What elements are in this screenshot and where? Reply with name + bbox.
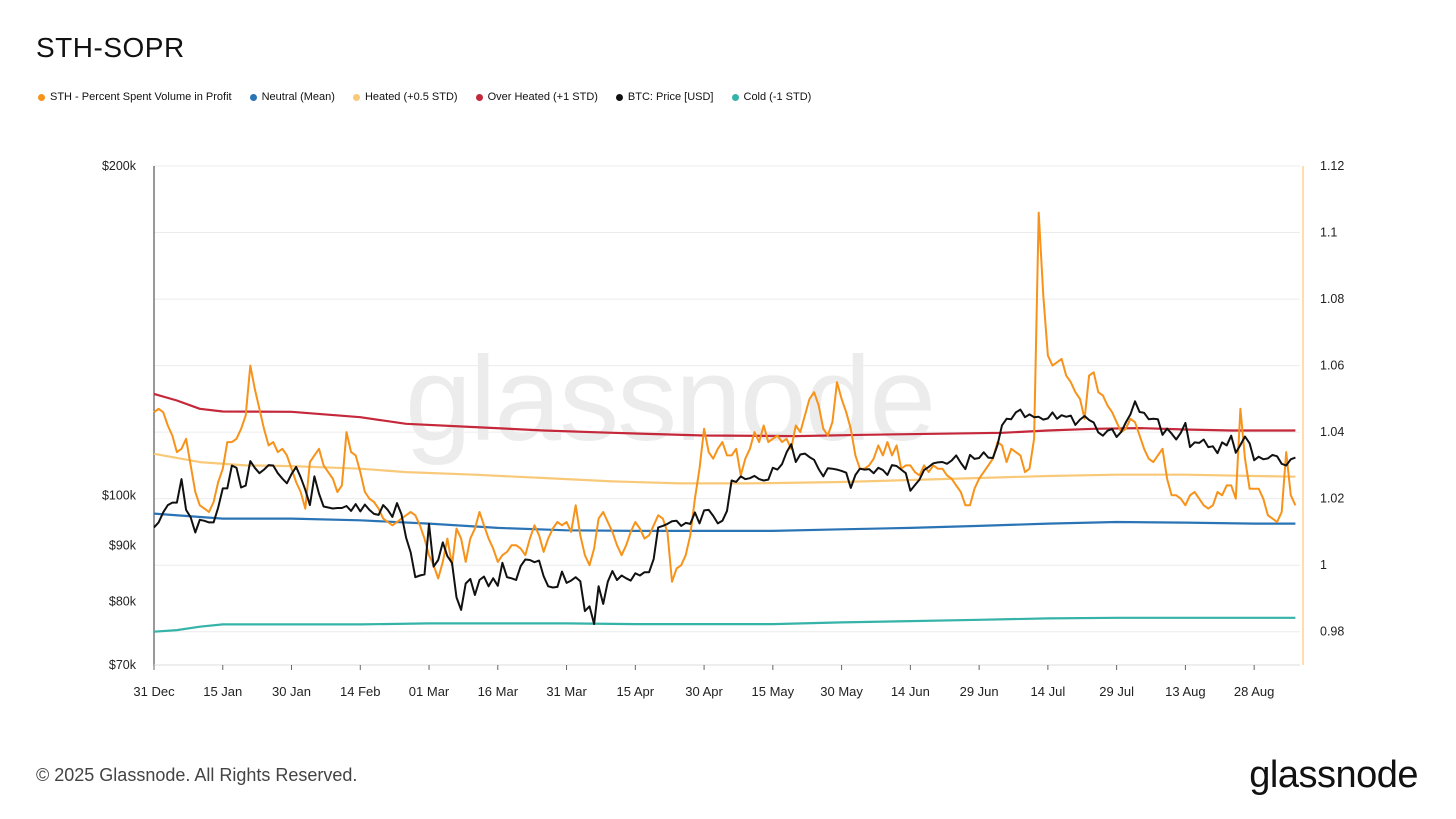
legend-item[interactable]: Cold (-1 STD) — [731, 91, 812, 103]
right-tick-label: 0.98 — [1320, 625, 1344, 639]
copyright-footer: © 2025 Glassnode. All Rights Reserved. — [36, 765, 358, 785]
legend-label: BTC: Price [USD] — [627, 91, 714, 103]
left-tick-label: $200k — [102, 159, 137, 173]
legend-item[interactable]: Neutral (Mean) — [249, 91, 335, 103]
x-tick-label: 31 Dec — [133, 684, 175, 699]
right-tick-label: 1 — [1320, 558, 1327, 572]
legend-item[interactable]: Heated (+0.5 STD) — [352, 91, 458, 103]
x-tick-label: 15 May — [752, 684, 795, 699]
x-tick-label: 14 Jul — [1031, 684, 1066, 699]
x-tick-label: 29 Jul — [1099, 684, 1134, 699]
x-tick-label: 15 Apr — [617, 684, 655, 699]
x-tick-label: 14 Feb — [340, 684, 380, 699]
legend-dot-icon — [38, 93, 45, 101]
left-tick-label: $70k — [109, 658, 137, 672]
glassnode-logo: glassnode — [1249, 754, 1418, 796]
legend-item[interactable]: Over Heated (+1 STD) — [475, 91, 598, 103]
legend: STH - Percent Spent Volume in Profit Neut… — [38, 91, 811, 103]
chart-title: STH-SOPR — [36, 32, 185, 63]
x-tick-label: 29 Jun — [960, 684, 999, 699]
x-tick-label: 15 Jan — [203, 684, 242, 699]
legend-dot-icon — [475, 93, 483, 101]
legend-dot-icon — [352, 93, 360, 101]
right-tick-label: 1.08 — [1320, 292, 1344, 306]
x-tick-label: 30 May — [820, 684, 863, 699]
legend-dot-icon — [731, 93, 739, 101]
x-tick-label: 16 Mar — [478, 684, 519, 699]
series-line — [153, 512, 1296, 532]
legend-item[interactable]: BTC: Price [USD] — [615, 91, 714, 103]
right-tick-label: 1.06 — [1320, 359, 1344, 373]
right-tick-label: 1.1 — [1320, 226, 1337, 240]
right-tick-label: 1.04 — [1320, 425, 1344, 439]
legend-label: Neutral (Mean) — [261, 91, 335, 103]
legend-dot-icon — [615, 93, 623, 101]
x-tick-label: 13 Aug — [1165, 684, 1206, 699]
right-tick-label: 1.02 — [1320, 492, 1344, 506]
legend-dot-icon — [249, 93, 257, 101]
legend-label: Heated (+0.5 STD) — [364, 91, 458, 103]
legend-label: Cold (-1 STD) — [743, 91, 812, 103]
series-line — [153, 211, 1297, 583]
series-line — [153, 616, 1296, 633]
x-tick-label: 31 Mar — [546, 684, 587, 699]
legend-label: Over Heated (+1 STD) — [487, 91, 598, 103]
x-tick-label: 01 Mar — [409, 684, 450, 699]
left-tick-label: $80k — [109, 595, 137, 609]
right-tick-label: 1.12 — [1320, 159, 1344, 173]
x-tick-label: 30 Jan — [272, 684, 311, 699]
watermark: glassnode — [405, 332, 936, 466]
left-tick-label: $100k — [102, 488, 137, 502]
sth-sopr-chart: $200k $100k $90k $80k $70k 1.12 1.1 1.08 1.06 1.0… — [102, 159, 1344, 699]
legend-item[interactable]: STH - Percent Spent Volume in Profit — [38, 91, 232, 103]
x-tick-label: 28 Aug — [1234, 684, 1275, 699]
x-tick-label: 14 Jun — [891, 684, 930, 699]
legend-label: STH - Percent Spent Volume in Profit — [50, 91, 232, 103]
left-tick-label: $90k — [109, 539, 137, 553]
x-tick-label: 30 Apr — [685, 684, 723, 699]
series-line — [153, 400, 1296, 625]
